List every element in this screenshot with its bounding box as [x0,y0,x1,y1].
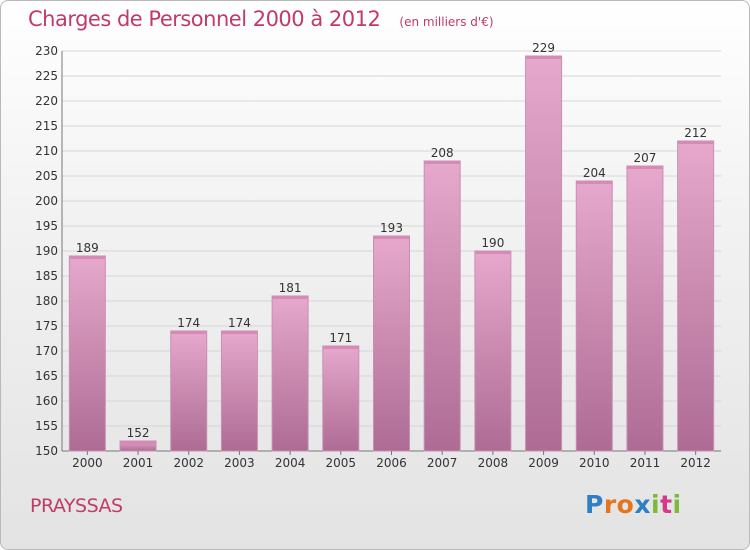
y-tick-label: 155 [35,419,58,433]
bar [373,235,410,452]
x-tick-label: 2003 [224,456,255,470]
bar-value-label: 190 [481,236,504,250]
bar-value-label: 181 [279,281,302,295]
x-tick-label: 2009 [528,456,559,470]
y-tick-label: 200 [35,194,58,208]
bar-cap [677,141,714,144]
bar [322,345,360,452]
place-name: PRAYSSAS [30,495,123,517]
y-tick-label: 175 [35,319,58,333]
bar-value-label: 189 [76,241,99,255]
brand-letter: r [603,490,617,519]
bar-cap [120,441,157,444]
bar-cap [576,181,613,184]
y-tick-label: 180 [35,294,58,308]
bar-value-label: 212 [684,126,707,140]
y-tick-label: 215 [35,119,58,133]
x-tick-label: 2006 [376,456,407,470]
title-row: Charges de Personnel 2000 à 2012 (en mil… [28,7,494,31]
brand-letter: P [585,490,604,519]
x-tick-label: 2005 [326,456,357,470]
brand-letter: i [672,490,682,519]
bar-value-label: 171 [329,331,352,345]
chart-subtitle: (en milliers d'€) [399,15,494,29]
x-tick-label: 2007 [427,456,458,470]
brand-logo: Proxiti [585,490,682,519]
bar-cap [322,346,359,349]
y-tick-label: 185 [35,269,58,283]
brand-letter: o [616,490,635,519]
bar [271,295,309,452]
bar-value-label: 174 [177,316,200,330]
bar-value-label: 204 [583,166,606,180]
y-tick-label: 150 [35,444,58,458]
y-tick-label: 230 [35,44,58,58]
bar [170,330,208,452]
bar-cap [221,331,258,334]
bar [677,140,715,452]
x-tick-label: 2001 [123,456,154,470]
brand-letter: x [634,490,651,519]
bar-cap [474,251,511,254]
bar-value-label: 207 [634,151,657,165]
bar [220,330,258,452]
x-tick-label: 2011 [630,456,661,470]
bar [68,255,106,452]
x-tick-label: 2010 [579,456,610,470]
bar-cap [69,256,106,259]
x-tick-label: 2002 [173,456,204,470]
y-tick-label: 220 [35,94,58,108]
y-tick-label: 190 [35,244,58,258]
chart-title: Charges de Personnel 2000 à 2012 [28,7,381,31]
y-tick-label: 225 [35,69,58,83]
bar-cap [525,56,562,59]
bar-cap [424,161,461,164]
y-tick-label: 195 [35,219,58,233]
brand-letter: i [651,490,661,519]
bar-cap [272,296,309,299]
bar-cap [373,236,410,239]
bar-value-label: 152 [127,426,150,440]
brand-letter: t [660,490,673,519]
y-tick-label: 160 [35,394,58,408]
y-tick-label: 170 [35,344,58,358]
bar-value-label: 193 [380,221,403,235]
x-tick-label: 2012 [680,456,711,470]
y-tick-label: 165 [35,369,58,383]
bar [525,55,563,452]
bar [423,160,461,452]
bar-value-label: 174 [228,316,251,330]
x-tick-label: 2000 [72,456,103,470]
bar [626,165,664,452]
y-tick-label: 210 [35,144,58,158]
y-tick-label: 205 [35,169,58,183]
bar-value-label: 208 [431,146,454,160]
x-tick-label: 2004 [275,456,306,470]
bar [575,180,613,452]
bar-cap [626,166,663,169]
bar [474,250,512,452]
bar-value-label: 229 [532,41,555,55]
x-tick-label: 2008 [478,456,509,470]
bar-cap [170,331,207,334]
